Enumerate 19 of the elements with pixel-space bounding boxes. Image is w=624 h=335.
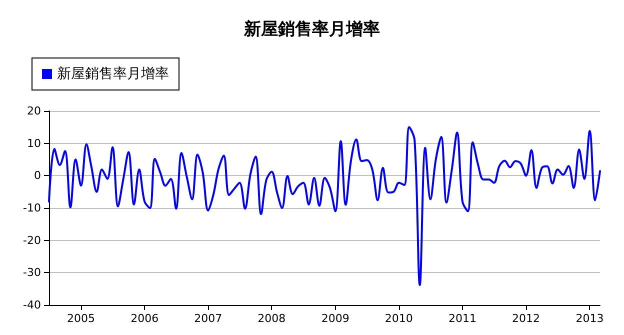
y-tick-label: -40 [23,298,41,312]
y-tick-label: 20 [27,104,41,118]
x-tick-label: 2010 [384,312,413,325]
y-tick-label: -10 [23,202,41,214]
y-tick-label: 10 [27,136,41,150]
x-tick-label: 2006 [130,312,159,325]
x-tick-label: 2008 [258,312,286,325]
legend-label: 新屋銷售率月增率 [57,66,169,82]
x-tick-label: 2005 [67,312,96,325]
x-tick-label: 2013 [576,312,604,325]
x-tick-label: 2007 [194,312,222,325]
chart-title: 新屋銷售率月增率 [243,20,380,40]
x-tick-label: 2011 [448,312,476,325]
x-tick-label: 2009 [321,312,350,325]
y-tick-label: -20 [23,234,41,247]
y-tick-label: 0 [34,169,41,182]
x-tick-label: 2012 [512,312,540,325]
y-tick-label: -30 [23,266,41,280]
line-series [48,126,601,286]
